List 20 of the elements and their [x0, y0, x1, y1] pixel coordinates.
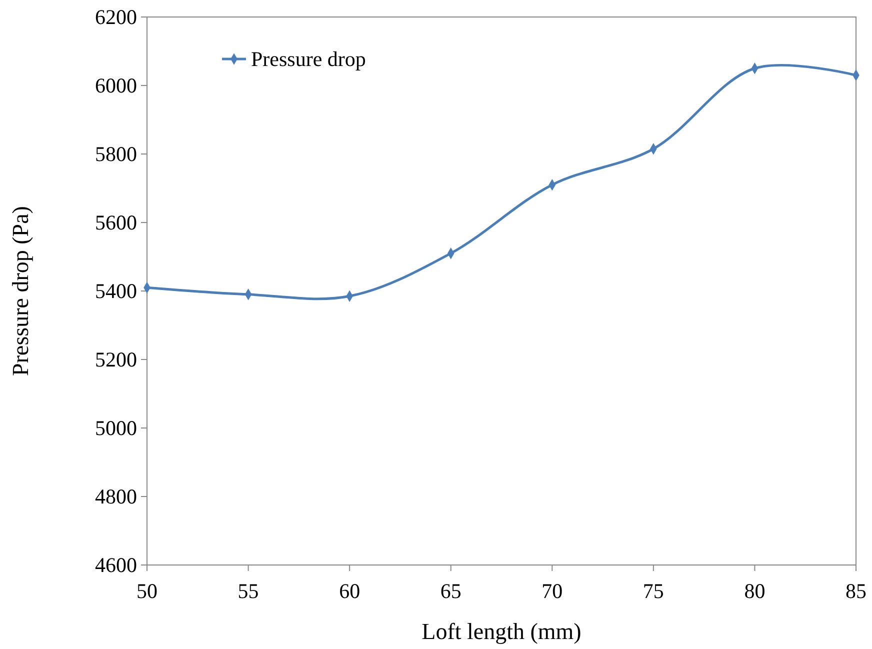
y-axis-title: Pressure drop (Pa) [8, 206, 33, 376]
x-tick-label: 55 [238, 579, 259, 603]
x-tick-label: 75 [642, 579, 664, 603]
y-tick-label: 5400 [95, 279, 137, 303]
x-tick-label: 65 [440, 579, 462, 603]
x-tick-label: 85 [846, 579, 866, 603]
x-tick-label: 50 [136, 579, 158, 603]
x-tick-label: 80 [744, 579, 766, 603]
x-tick-label: 70 [542, 579, 563, 603]
y-tick-label: 6200 [95, 5, 137, 29]
x-axis-title: Loft length (mm) [422, 619, 582, 644]
y-tick-label: 5600 [95, 210, 137, 234]
y-tick-label: 6000 [95, 74, 137, 98]
y-tick-label: 5000 [95, 416, 137, 440]
y-tick-label: 4800 [95, 484, 137, 508]
y-tick-label: 5800 [95, 142, 137, 166]
y-tick-label: 4600 [95, 553, 137, 577]
y-tick-label: 5200 [95, 348, 137, 372]
x-tick-label: 60 [339, 579, 360, 603]
legend-label: Pressure drop [251, 47, 366, 71]
